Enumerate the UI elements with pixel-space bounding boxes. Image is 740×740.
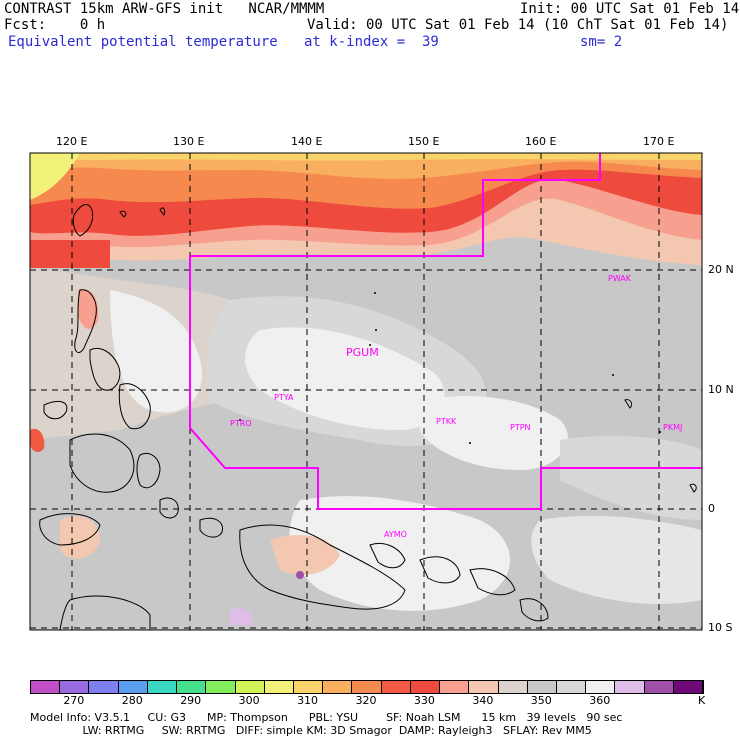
lon-label-140e: 140 E xyxy=(291,135,323,148)
station-ptro: PTRO xyxy=(230,419,252,428)
colorbar-swatch xyxy=(89,681,119,693)
title-line-1: CONTRAST 15km ARW-GFS init NCAR/MMMM xyxy=(4,1,325,17)
colorbar-tick-label: 270 xyxy=(63,694,85,707)
colorbar-tick-label: 350 xyxy=(530,694,552,707)
colorbar-swatch xyxy=(264,681,294,693)
colorbar-tick-label: 340 xyxy=(472,694,494,707)
lat-lon-grid xyxy=(30,153,702,630)
lon-label-160e: 160 E xyxy=(525,135,557,148)
colorbar-tick-label: 360 xyxy=(589,694,611,707)
colorbar-tick-label: 290 xyxy=(180,694,202,707)
station-pgum: PGUM xyxy=(346,346,379,359)
colorbar xyxy=(30,680,704,694)
colorbar-tick-label: 310 xyxy=(297,694,319,707)
k-index: at k-index = 39 xyxy=(304,34,439,50)
station-aymo: AYMO xyxy=(384,530,407,539)
colorbar-swatch xyxy=(177,681,207,693)
lon-label-120e: 120 E xyxy=(56,135,88,148)
colorbar-swatch xyxy=(352,681,382,693)
colorbar-swatch xyxy=(118,681,148,693)
map-frame xyxy=(29,152,703,631)
field-name: Equivalent potential temperature xyxy=(8,34,278,50)
lon-label-170e: 170 E xyxy=(643,135,675,148)
colorbar-swatch xyxy=(60,681,90,693)
colorbar-swatch xyxy=(293,681,324,693)
colorbar-swatch xyxy=(673,681,704,693)
colorbar-swatch xyxy=(31,681,61,693)
coastlines xyxy=(39,204,697,630)
colorbar-tick-label: 280 xyxy=(121,694,143,707)
lat-label-10s: 10 S xyxy=(708,621,733,634)
colorbar-swatch xyxy=(469,681,499,693)
colorbar-swatch xyxy=(147,681,178,693)
lon-label-130e: 130 E xyxy=(173,135,205,148)
colorbar-swatch xyxy=(206,681,236,693)
colorbar-swatch xyxy=(527,681,557,693)
station-pwak: PWAK xyxy=(608,274,632,283)
lat-label-10n: 10 N xyxy=(708,383,734,396)
init-time: Init: 00 UTC Sat 01 Feb 14 xyxy=(520,1,740,17)
colorbar-swatch xyxy=(644,681,674,693)
theta-e-field xyxy=(30,153,702,630)
station-ptkk: PTKK xyxy=(436,417,457,426)
lat-label-0: 0 xyxy=(708,502,715,515)
colorbar-swatch xyxy=(323,681,353,693)
model-info-line-1: Model Info: V3.5.1 CU: G3 MP: Thompson P… xyxy=(30,711,623,724)
region-boundary xyxy=(189,153,702,510)
colorbar-tick-label: 330 xyxy=(413,694,435,707)
station-ptya: PTYA xyxy=(274,393,294,402)
colorbar-swatch xyxy=(615,681,645,693)
colorbar-swatch xyxy=(440,681,470,693)
forecast-hour: Fcst: 0 h xyxy=(4,17,106,33)
colorbar-tick-label: 300 xyxy=(238,694,260,707)
smoothing: sm= 2 xyxy=(580,34,623,50)
lat-label-20n: 20 N xyxy=(708,263,734,276)
station-ptpn: PTPN xyxy=(510,423,531,432)
colorbar-swatch xyxy=(410,681,441,693)
colorbar-swatch xyxy=(586,681,616,693)
valid-time: Valid: 00 UTC Sat 01 Feb 14 (10 ChT Sat … xyxy=(307,17,729,33)
colorbar-swatch xyxy=(556,681,587,693)
colorbar-swatch xyxy=(381,681,411,693)
colorbar-swatch xyxy=(498,681,528,693)
station-pkmj: PKMJ xyxy=(663,423,683,432)
lon-label-150e: 150 E xyxy=(408,135,440,148)
model-info-line-2: LW: RRTMG SW: RRTMG DIFF: simple KM: 3D … xyxy=(30,724,592,737)
colorbar-tick-label: 320 xyxy=(355,694,377,707)
colorbar-swatch xyxy=(235,681,265,693)
islands xyxy=(239,292,661,444)
colorbar-unit: K xyxy=(698,694,706,707)
